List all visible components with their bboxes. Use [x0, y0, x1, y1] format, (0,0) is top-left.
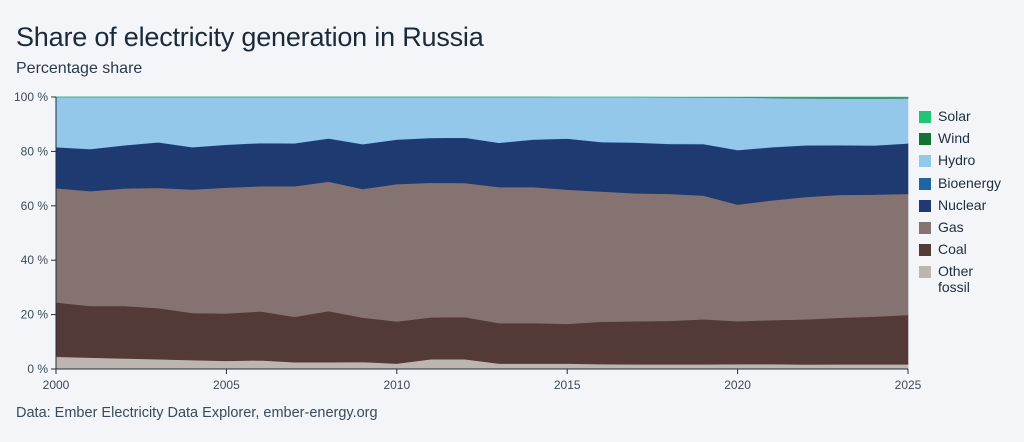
legend-swatch — [919, 266, 931, 279]
y-tick-label: 80 % — [21, 144, 49, 158]
x-tick-label: 2005 — [213, 378, 240, 392]
legend-label: Bioenergy — [938, 174, 1002, 191]
x-tick-label: 2000 — [43, 378, 70, 392]
legend-item-wind: Wind — [919, 130, 1019, 152]
y-tick-label: 60 % — [21, 199, 49, 213]
area-gas — [55, 181, 909, 325]
y-tick-label: 0 % — [27, 362, 48, 376]
legend-label: Wind — [938, 130, 970, 147]
legend-item-hydro: Hydro — [919, 152, 1019, 174]
area-series-group — [55, 96, 909, 370]
legend-swatch — [919, 111, 931, 123]
y-tick-label: 20 % — [21, 308, 49, 322]
legend-label: Hydro — [938, 152, 976, 169]
legend-label: Nuclear — [938, 196, 987, 213]
chart-title: Share of electricity generation in Russi… — [16, 22, 484, 52]
legend-item-coal: Coal — [919, 241, 1019, 263]
legend-swatch — [919, 177, 931, 190]
legend-label: Solar — [938, 108, 971, 124]
legend-item-nuclear: Nuclear — [919, 197, 1019, 219]
data-source-note: Data: Ember Electricity Data Explorer, e… — [16, 405, 378, 421]
legend-swatch — [919, 221, 931, 234]
legend-item-bioenergy: Bioenergy — [919, 175, 1019, 197]
legend-swatch — [919, 244, 931, 257]
legend-item-solar: Solar — [919, 108, 1019, 130]
legend-swatch — [919, 133, 931, 146]
legend-label: Other fossil — [938, 263, 974, 296]
x-tick-label: 2025 — [895, 378, 922, 392]
x-tick-label: 2015 — [554, 378, 581, 392]
chart-subtitle: Percentage share — [16, 60, 143, 77]
chart-legend: Solar Wind Hydro Bioenergy Nuclear Gas Coal Oth… — [919, 108, 1019, 295]
legend-item-other-fossil: Other fossil — [919, 263, 1019, 295]
y-tick-label: 100 % — [14, 90, 48, 104]
legend-label: Gas — [938, 218, 964, 235]
axes-group: 0 % 20 % 40 % 60 % 80 % 100 % 2000 2005 2010 2015… — [14, 90, 922, 392]
x-tick-label: 2010 — [383, 378, 410, 392]
legend-item-gas: Gas — [919, 219, 1019, 241]
legend-swatch — [919, 199, 931, 212]
y-tick-label: 40 % — [21, 253, 49, 267]
legend-swatch — [919, 155, 931, 168]
legend-label: Coal — [938, 241, 967, 258]
x-tick-label: 2020 — [724, 378, 751, 392]
